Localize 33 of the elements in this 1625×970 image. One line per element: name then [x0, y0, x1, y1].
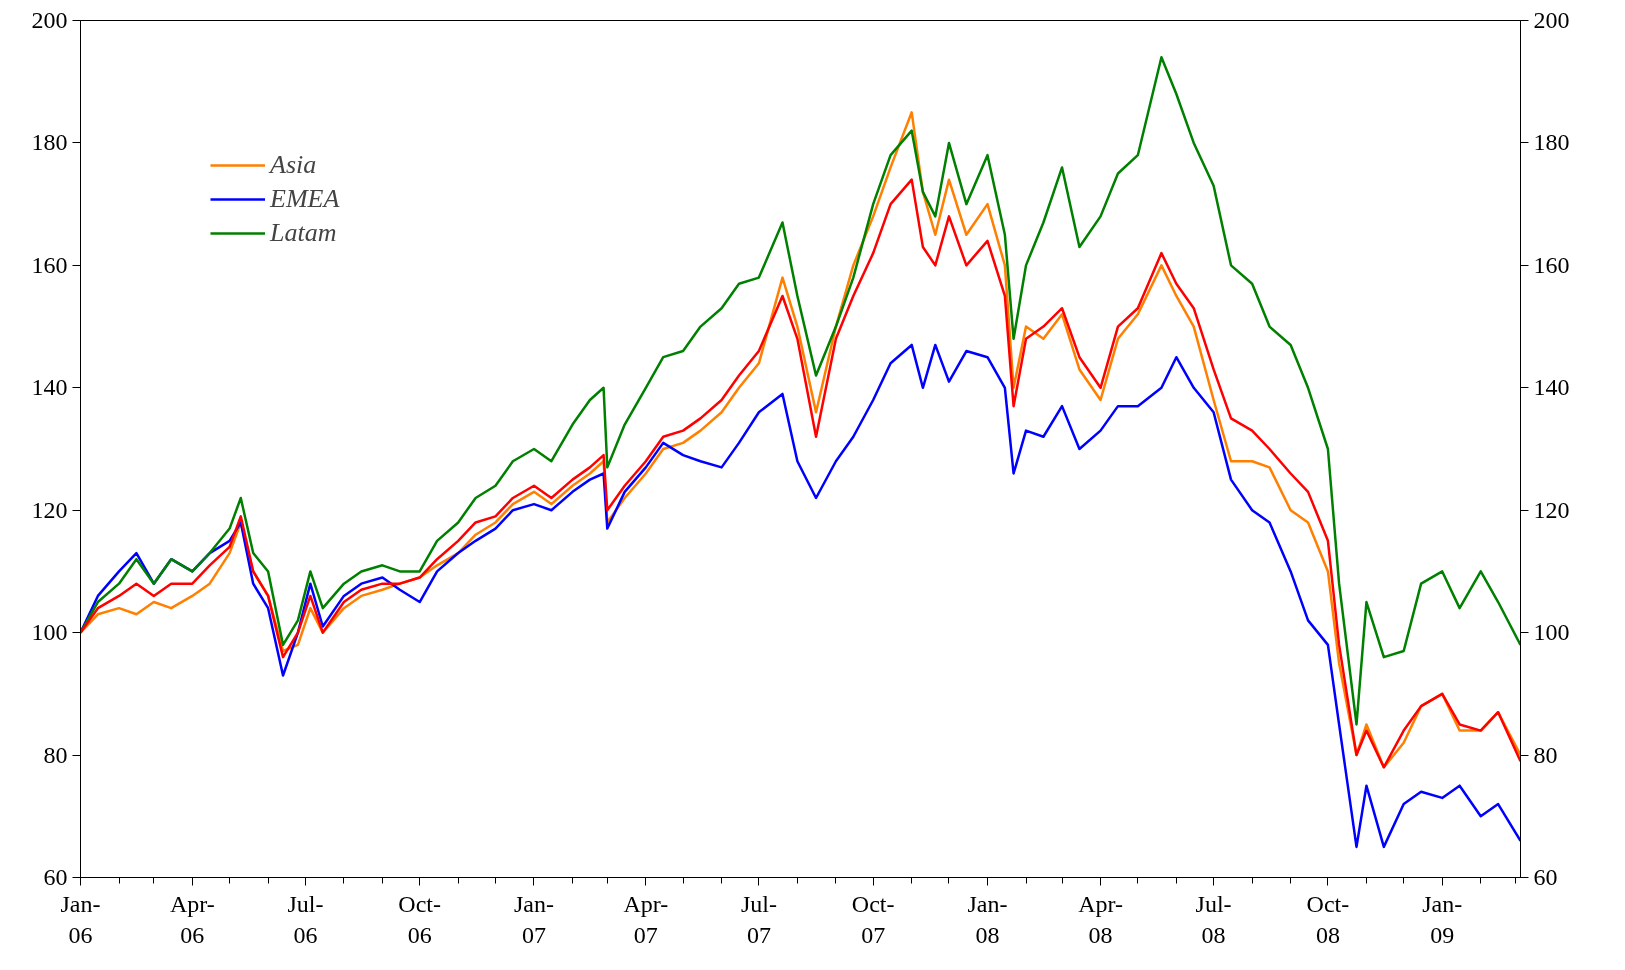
- y2-tick-label: 160: [1533, 251, 1570, 278]
- x-tick-label: Apr-08: [1078, 890, 1123, 948]
- line-series: [80, 343, 1521, 849]
- x-tick-label: Jan-09: [1422, 890, 1463, 948]
- x-tick-label: Apr-06: [169, 890, 215, 948]
- x-tick-label: Apr-07: [623, 890, 669, 948]
- y2-tick-label: 80: [1533, 741, 1558, 768]
- legend-label: Latam: [270, 218, 337, 248]
- legend-label: Asia: [270, 150, 317, 180]
- y-tick-label: 100: [31, 619, 68, 646]
- x-tick-label: Jul-08: [1195, 890, 1232, 948]
- y-tick-label: 160: [31, 251, 68, 278]
- y2-tick-label: 120: [1533, 496, 1570, 523]
- x-tick-label: Oct-06: [398, 890, 442, 948]
- legend-label: EMEA: [270, 184, 340, 214]
- x-tick-label: Jan-06: [60, 890, 101, 948]
- y-tick-label: 60: [43, 864, 68, 890]
- x-tick-label: Jul-07: [740, 890, 777, 948]
- y2-tick-label: 200: [1533, 7, 1570, 33]
- y2-tick-label: 140: [1533, 374, 1570, 401]
- y-tick-label: 80: [43, 741, 68, 768]
- x-tick-label: Jul-06: [287, 890, 324, 948]
- x-tick-label: Oct-08: [1306, 890, 1350, 948]
- x-tick-label: Oct-07: [851, 890, 895, 948]
- y2-tick-label: 100: [1533, 619, 1570, 646]
- y-tick-label: 200: [31, 7, 68, 33]
- y-tick-label: 140: [31, 374, 68, 401]
- x-tick-label: Jan-08: [967, 890, 1008, 948]
- y2-tick-label: 180: [1533, 129, 1570, 156]
- y-tick-label: 120: [31, 496, 68, 523]
- y2-tick-label: 60: [1533, 864, 1558, 890]
- y-tick-label: 180: [31, 129, 68, 156]
- x-tick-label: Jan-07: [514, 890, 554, 948]
